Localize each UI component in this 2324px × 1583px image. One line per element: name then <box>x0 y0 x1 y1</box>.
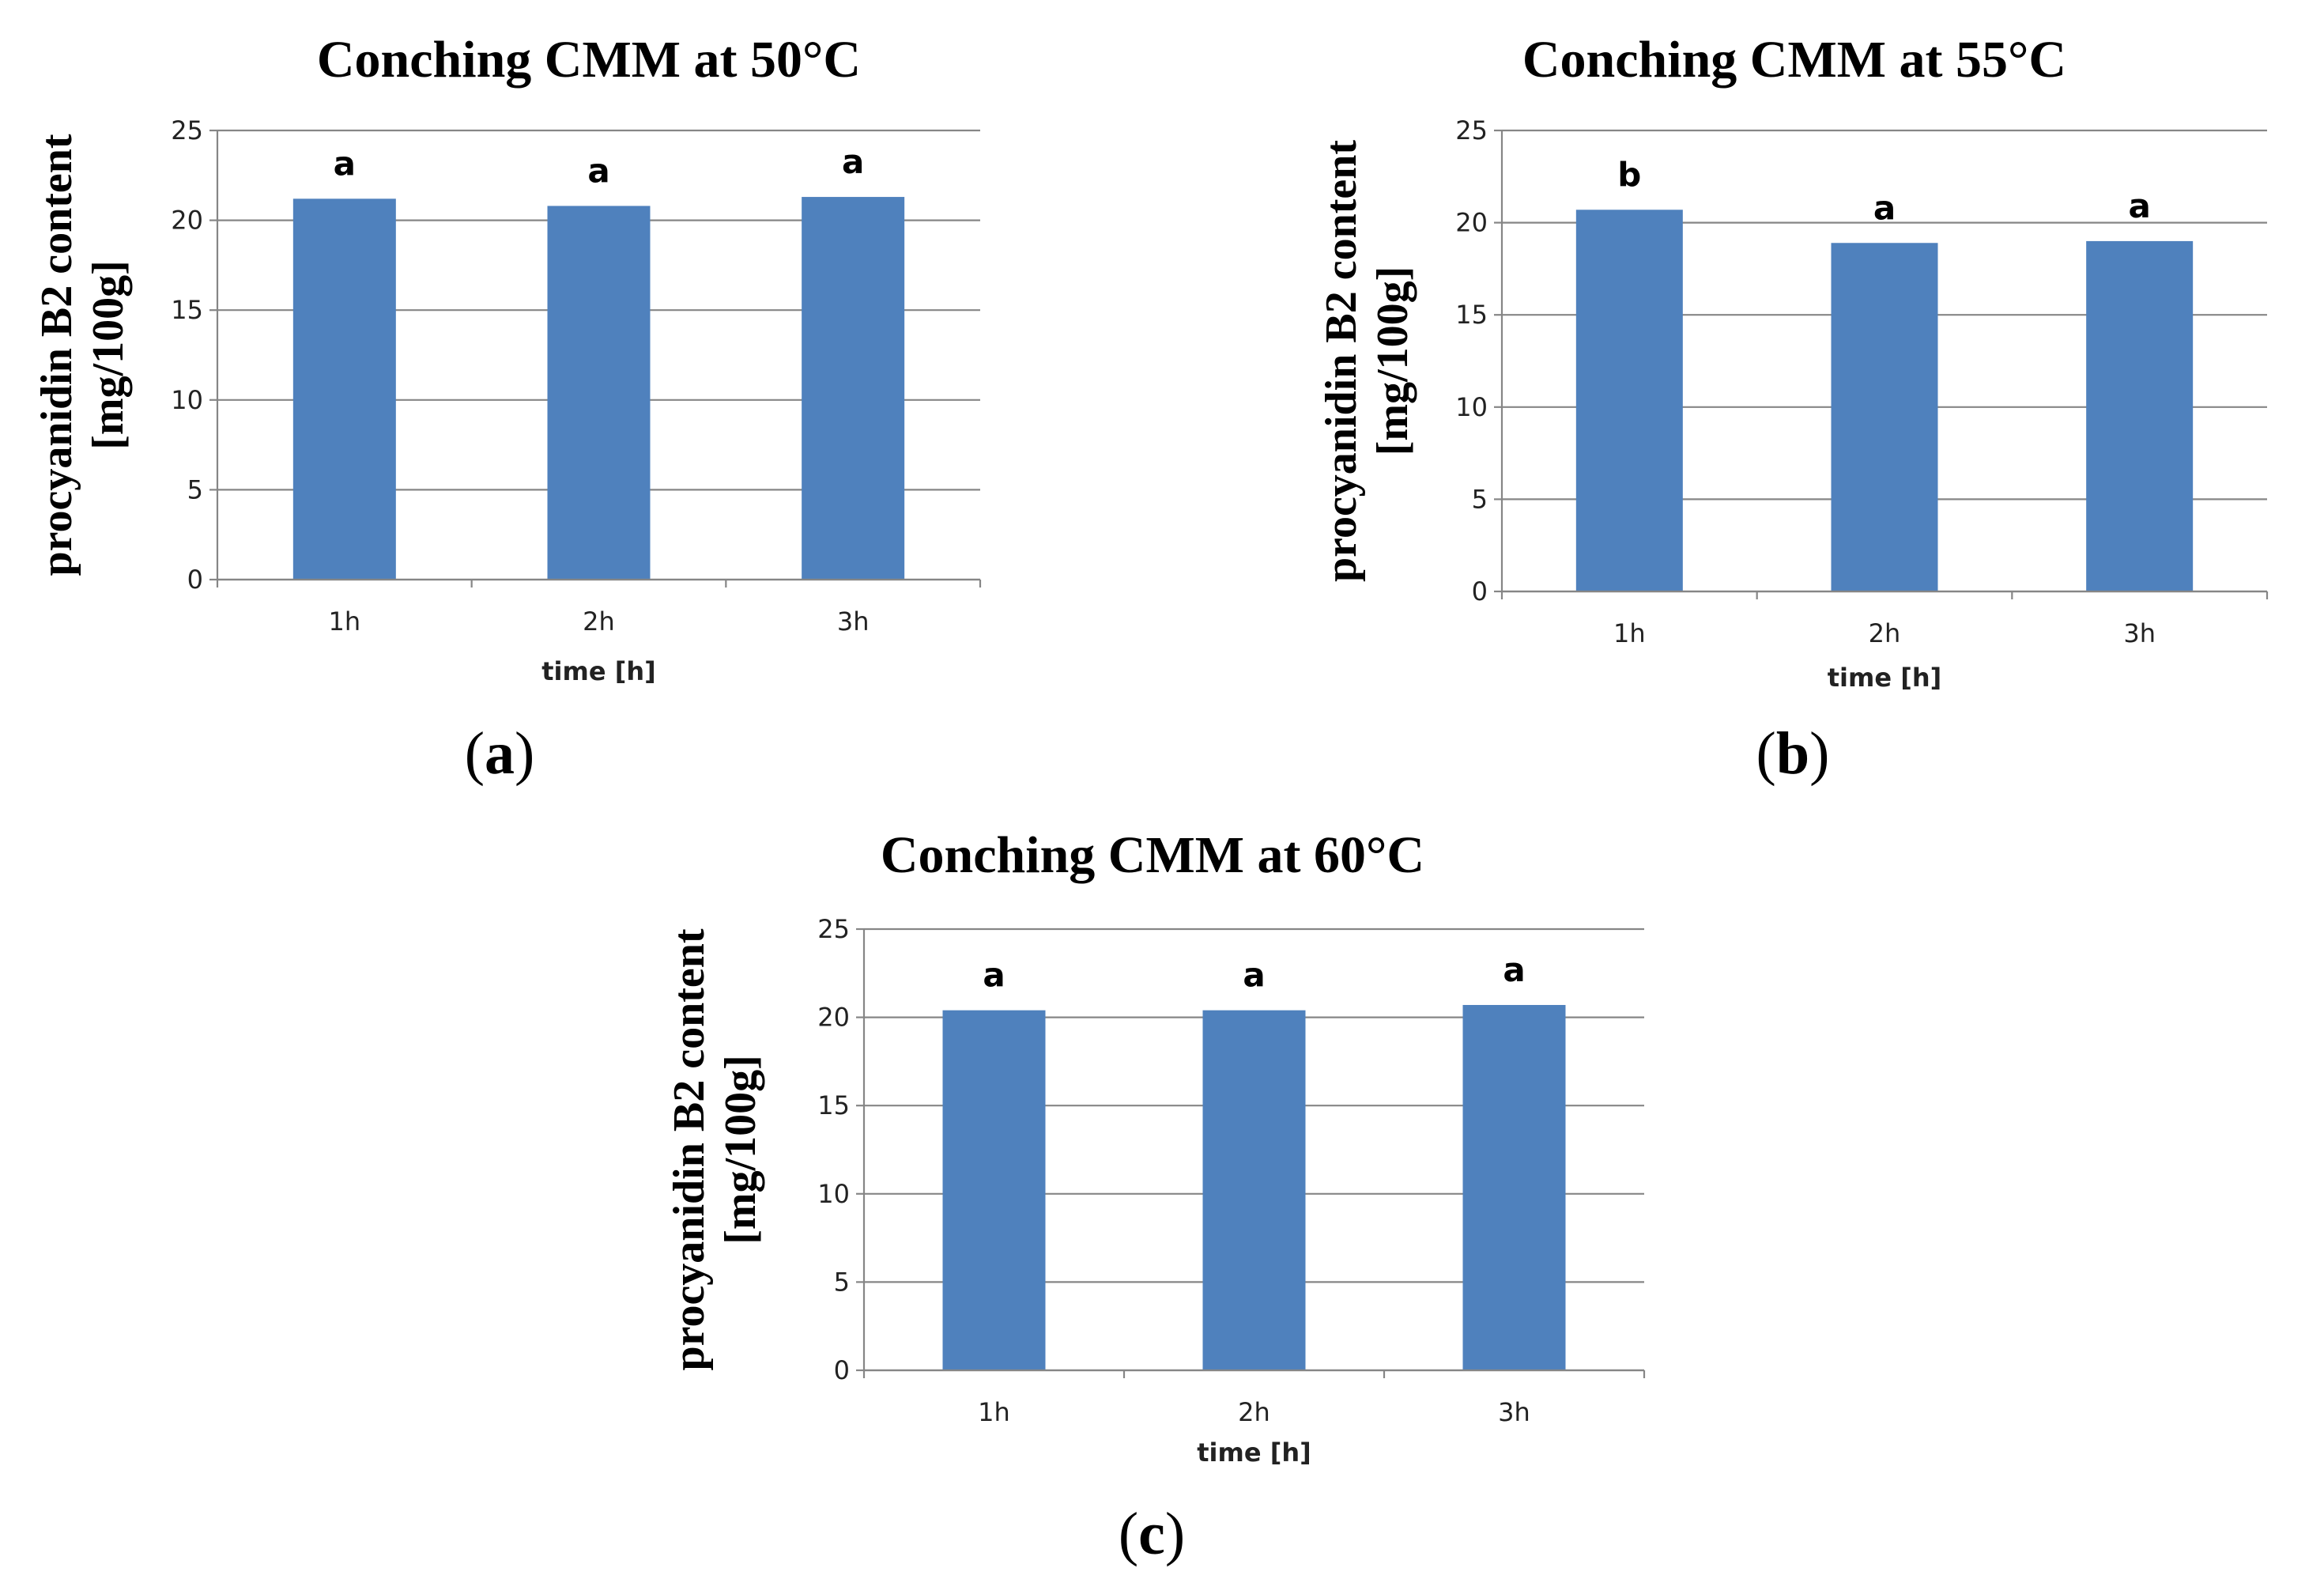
x-tick-label: 2h <box>1238 1397 1270 1427</box>
y-tick-label: 0 <box>187 565 203 595</box>
chart-title: Conching CMM at 50°C <box>317 31 861 89</box>
chart-panel-b: Conching CMM at 55°C 0 5 10 15 20 25 1h b 2h a 3h a t… <box>1317 31 2269 787</box>
bar-3h <box>802 197 905 580</box>
y-tick-label: 15 <box>171 295 203 325</box>
bar-1h <box>942 1010 1046 1370</box>
y-axis-label: procyanidin B2 content <box>665 928 714 1370</box>
y-tick-label: 15 <box>817 1090 850 1120</box>
x-tick-label: 2h <box>583 606 615 637</box>
y-tick-label: 10 <box>817 1179 850 1209</box>
bar-3h <box>2086 240 2194 591</box>
y-tick-label: 20 <box>1455 208 1488 238</box>
x-tick-label: 3h <box>1498 1397 1530 1427</box>
bar-3h <box>1462 1004 1566 1370</box>
significance-label: b <box>1617 155 1641 194</box>
y-tick-label: 0 <box>1472 576 1488 606</box>
y-tick-label: 5 <box>187 474 203 504</box>
significance-label: a <box>1243 956 1265 995</box>
significance-label: a <box>2128 187 2150 225</box>
significance-label: a <box>842 142 864 181</box>
significance-label: a <box>587 151 609 190</box>
significance-label: a <box>1873 188 1896 227</box>
bar-2h <box>547 206 651 580</box>
y-tick-label: 20 <box>817 1003 850 1033</box>
x-tick-label: 2h <box>1869 618 1901 648</box>
significance-label: a <box>334 144 356 183</box>
bar-1h <box>292 198 396 580</box>
x-tick-label: 3h <box>837 606 870 637</box>
chart-panel-a: Conching CMM at 50°C 0 5 10 15 20 25 1h a 2h a 3h a t… <box>32 31 982 787</box>
y-axis-label-unit: [mg/100g] <box>1368 266 1417 456</box>
panel-label: (a) <box>465 720 535 787</box>
y-tick-label: 10 <box>171 385 203 415</box>
significance-label: a <box>1503 950 1525 989</box>
x-tick-label: 1h <box>329 606 361 637</box>
y-tick-label: 25 <box>817 914 850 944</box>
y-tick-label: 25 <box>171 115 203 145</box>
y-axis-label: procyanidin B2 content <box>1317 140 1366 582</box>
bar-2h <box>1202 1010 1306 1370</box>
x-axis-label: time [h] <box>1197 1438 1311 1468</box>
significance-label: a <box>983 956 1005 995</box>
x-tick-label: 1h <box>1613 618 1646 648</box>
x-axis-label: time [h] <box>1828 663 1941 693</box>
x-tick-label: 1h <box>978 1397 1010 1427</box>
y-tick-label: 20 <box>171 206 203 236</box>
bar-1h <box>1575 210 1683 591</box>
y-tick-label: 5 <box>834 1267 850 1297</box>
chart-panel-c: Conching CMM at 60°C 0 5 10 15 20 25 1h a 2h a 3h a t… <box>665 826 1646 1567</box>
y-axis-label: procyanidin B2 content <box>32 134 81 576</box>
y-tick-label: 5 <box>1472 484 1488 514</box>
y-axis-label-unit: [mg/100g] <box>84 260 133 450</box>
chart-title: Conching CMM at 55°C <box>1522 31 2066 89</box>
y-tick-label: 10 <box>1455 392 1488 422</box>
y-tick-label: 0 <box>834 1355 850 1385</box>
y-axis-label-unit: [mg/100g] <box>716 1055 765 1245</box>
panel-label: (b) <box>1756 720 1830 787</box>
chart-title: Conching CMM at 60°C <box>881 826 1424 884</box>
panel-label: (c) <box>1119 1501 1185 1567</box>
y-tick-label: 15 <box>1455 300 1488 330</box>
bar-2h <box>1831 243 1938 591</box>
x-tick-label: 3h <box>2123 618 2156 648</box>
y-tick-label: 25 <box>1455 115 1488 145</box>
x-axis-label: time [h] <box>541 656 655 686</box>
